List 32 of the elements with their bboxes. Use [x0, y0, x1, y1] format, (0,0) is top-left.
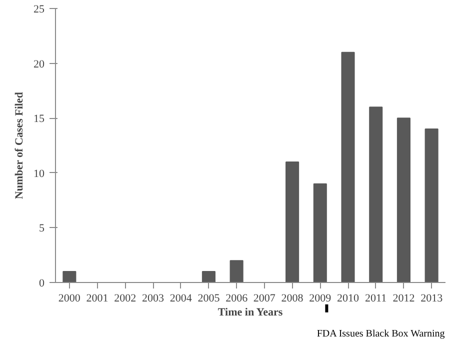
x-tick-label: 2002 [114, 292, 136, 304]
x-tick-label: 2012 [392, 292, 415, 304]
x-tick-label: 2001 [86, 292, 108, 304]
x-tick-label: 2005 [198, 292, 220, 304]
y-tick-label: 25 [34, 4, 45, 16]
x-tick-label: 2010 [337, 292, 360, 304]
bar [424, 128, 438, 282]
bar [62, 271, 76, 282]
x-tick-label: 2007 [253, 292, 276, 304]
y-tick-label: 5 [39, 222, 45, 235]
x-tick-label: 2000 [58, 292, 81, 304]
y-tick-label: 20 [34, 58, 45, 70]
bar [369, 106, 383, 282]
bar [313, 183, 327, 282]
bar [286, 161, 300, 282]
text: FDA Issues Black Box Warning [316, 328, 445, 340]
bar [396, 118, 410, 282]
bar [341, 52, 355, 282]
x-tick-label: 2006 [226, 292, 248, 304]
x-tick-label: 2013 [420, 292, 444, 304]
x-tick-label: 2008 [281, 292, 304, 304]
x-axis-title: Time in Years [218, 306, 284, 318]
y-tick-label: 0 [39, 278, 45, 290]
y-tick-label: 10 [34, 168, 45, 180]
x-tick-label: 2004 [170, 292, 192, 304]
bar [202, 271, 216, 282]
y-axis-title: Number of Cases Filed [14, 92, 26, 200]
x-tick-label: 2009 [309, 292, 332, 304]
bar [230, 260, 244, 282]
x-tick-label: 2003 [142, 292, 164, 304]
y-tick-label: 15 [34, 113, 45, 126]
x-tick-label: 2011 [365, 292, 387, 304]
